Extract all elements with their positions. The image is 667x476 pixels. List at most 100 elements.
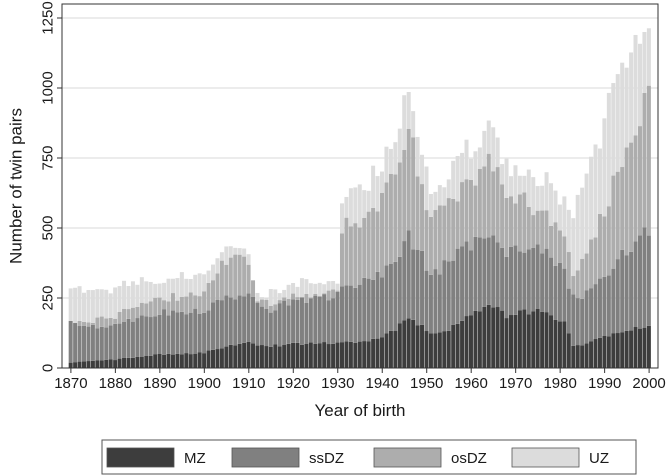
bar-osdz bbox=[219, 260, 224, 301]
bar-osdz bbox=[144, 303, 149, 317]
bar-uz bbox=[139, 277, 144, 303]
bar-ssdz bbox=[108, 325, 113, 360]
bar-osdz bbox=[108, 317, 113, 326]
bar-mz bbox=[557, 321, 562, 368]
bar-mz bbox=[162, 354, 167, 368]
bar-uz bbox=[277, 293, 282, 301]
bar-mz bbox=[371, 338, 376, 368]
bar-mz bbox=[348, 341, 353, 368]
bar-osdz bbox=[157, 297, 162, 315]
bar-osdz bbox=[237, 254, 242, 296]
bar-mz bbox=[406, 318, 411, 368]
bar-mz bbox=[486, 304, 491, 368]
stacked-bars bbox=[68, 28, 651, 368]
bar-mz bbox=[197, 352, 202, 368]
bar-ssdz bbox=[313, 295, 318, 344]
bar-osdz bbox=[139, 302, 144, 316]
bar-osdz bbox=[135, 306, 140, 319]
bar-mz bbox=[513, 314, 518, 368]
bar-ssdz bbox=[99, 326, 104, 361]
bar-ssdz bbox=[344, 285, 349, 342]
bar-uz bbox=[646, 28, 651, 86]
bar-ssdz bbox=[295, 299, 300, 343]
bar-uz bbox=[322, 284, 327, 294]
bar-osdz bbox=[451, 198, 456, 261]
bar-ssdz bbox=[95, 328, 100, 361]
bar-osdz bbox=[348, 226, 353, 286]
bar-uz bbox=[629, 52, 634, 143]
bar-mz bbox=[611, 333, 616, 368]
bar-ssdz bbox=[179, 311, 184, 355]
bar-uz bbox=[162, 282, 167, 301]
bar-mz bbox=[95, 360, 100, 368]
bar-mz bbox=[353, 342, 358, 368]
bar-osdz bbox=[193, 295, 198, 309]
bar-ssdz bbox=[77, 326, 82, 362]
bar-osdz bbox=[575, 270, 580, 299]
bar-uz bbox=[557, 204, 562, 231]
bar-uz bbox=[535, 186, 540, 211]
bar-uz bbox=[233, 247, 238, 255]
bar-uz bbox=[486, 120, 491, 154]
bar-uz bbox=[313, 283, 318, 294]
bar-uz bbox=[166, 278, 171, 302]
y-tick-label: 0 bbox=[40, 364, 57, 372]
bar-ssdz bbox=[620, 249, 625, 333]
bar-mz bbox=[544, 312, 549, 368]
bar-ssdz bbox=[322, 294, 327, 343]
bar-ssdz bbox=[259, 306, 264, 346]
x-tick-label: 1880 bbox=[99, 375, 132, 392]
bar-uz bbox=[549, 183, 554, 226]
bar-osdz bbox=[473, 185, 478, 237]
bar-uz bbox=[224, 246, 229, 265]
bar-uz bbox=[531, 177, 536, 216]
bar-mz bbox=[522, 309, 527, 368]
bar-mz bbox=[282, 345, 287, 368]
bar-osdz bbox=[437, 205, 442, 275]
bar-osdz bbox=[397, 162, 402, 257]
bar-mz bbox=[175, 353, 180, 368]
legend-swatch-osdz bbox=[373, 447, 442, 468]
bar-ssdz bbox=[242, 296, 247, 343]
bar-uz bbox=[188, 279, 193, 293]
bar-uz bbox=[446, 179, 451, 199]
bar-ssdz bbox=[388, 263, 393, 331]
bar-osdz bbox=[504, 197, 509, 257]
bar-osdz bbox=[468, 179, 473, 251]
bar-uz bbox=[228, 246, 233, 258]
bar-uz bbox=[522, 175, 527, 193]
bar-osdz bbox=[313, 293, 318, 296]
bar-uz bbox=[451, 160, 456, 199]
x-tick-label: 1900 bbox=[188, 375, 221, 392]
bar-ssdz bbox=[415, 249, 420, 326]
bar-osdz bbox=[362, 217, 367, 278]
bar-mz bbox=[237, 343, 242, 368]
bar-mz bbox=[397, 323, 402, 368]
bar-osdz bbox=[233, 254, 238, 300]
bar-ssdz bbox=[362, 277, 367, 342]
bar-osdz bbox=[553, 222, 558, 266]
bar-uz bbox=[415, 136, 420, 177]
bar-uz bbox=[633, 34, 638, 136]
bar-uz bbox=[468, 158, 473, 180]
bar-mz bbox=[375, 338, 380, 368]
bar-uz bbox=[491, 127, 496, 172]
bar-mz bbox=[144, 355, 149, 368]
bar-osdz bbox=[642, 92, 647, 228]
bar-mz bbox=[113, 360, 118, 368]
legend-label-ssdz: ssDZ bbox=[309, 450, 344, 467]
bar-ssdz bbox=[193, 308, 198, 354]
bar-osdz bbox=[339, 233, 344, 287]
bar-ssdz bbox=[491, 235, 496, 308]
bar-uz bbox=[295, 286, 300, 298]
bar-ssdz bbox=[486, 237, 491, 305]
bar-uz bbox=[82, 292, 87, 322]
bar-ssdz bbox=[406, 230, 411, 319]
bar-uz bbox=[157, 283, 162, 298]
bar-mz bbox=[571, 345, 576, 368]
bar-osdz bbox=[371, 207, 376, 280]
bar-osdz bbox=[606, 206, 611, 276]
bar-osdz bbox=[331, 289, 336, 299]
bar-ssdz bbox=[153, 316, 158, 355]
bar-ssdz bbox=[606, 275, 611, 337]
